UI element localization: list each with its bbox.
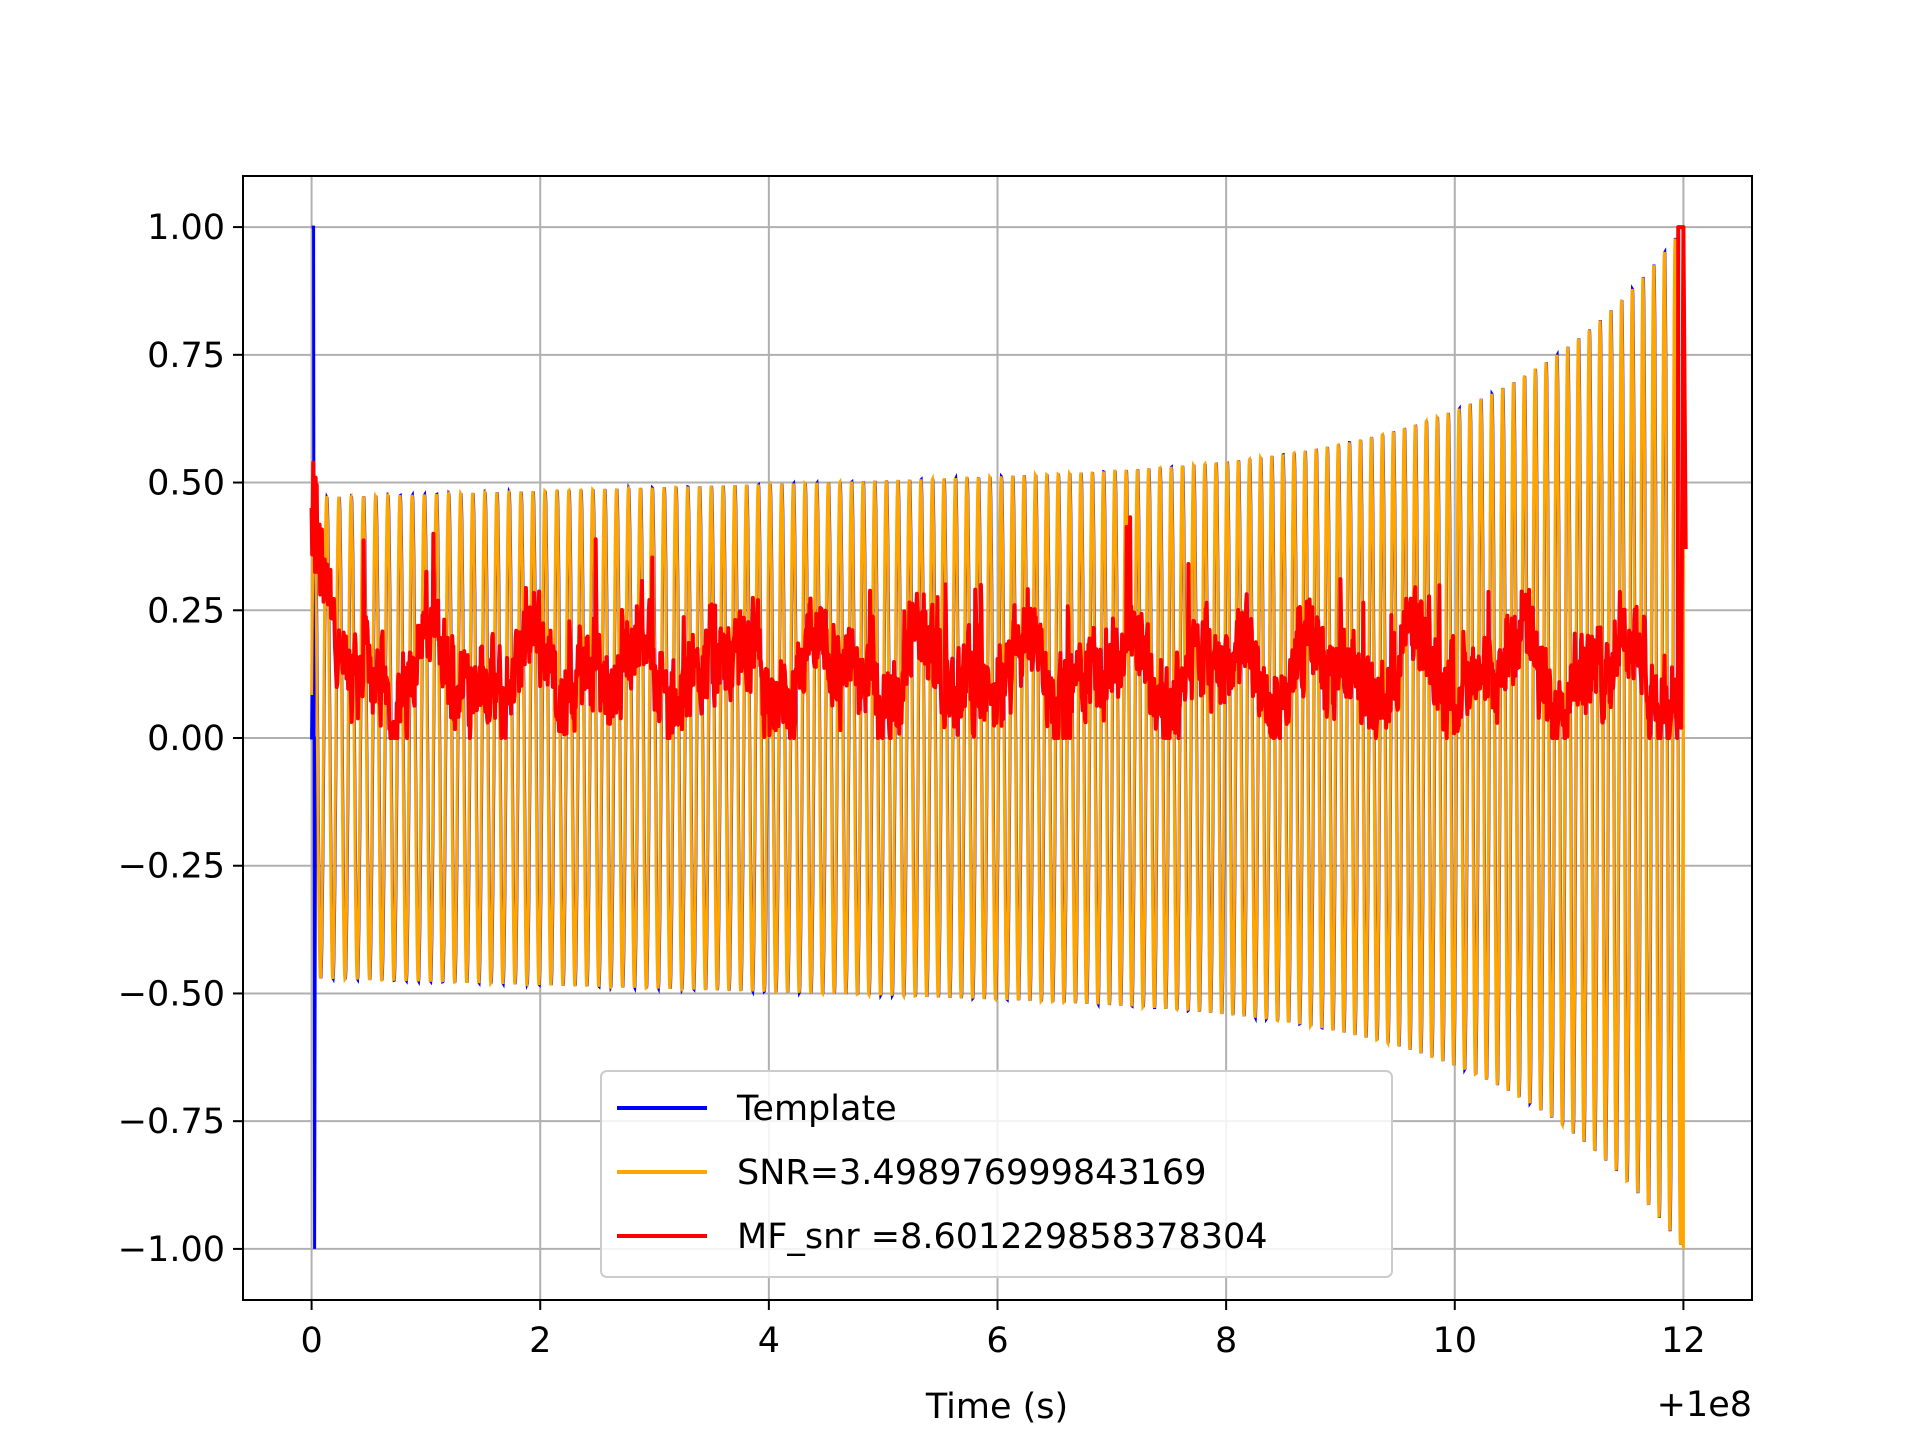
x-tick-label: 12: [1661, 1321, 1706, 1361]
y-tick-label: 0.00: [147, 719, 225, 759]
x-tick-label: 10: [1432, 1321, 1477, 1361]
legend-box: [600, 1070, 1393, 1278]
y-tick-label: −0.50: [118, 974, 225, 1014]
series-layer: [309, 225, 1688, 1249]
x-tick-label: 4: [758, 1321, 780, 1361]
x-tick-label: 0: [300, 1321, 322, 1361]
x-tick-label: 6: [986, 1321, 1008, 1361]
x-tick-label: 2: [529, 1321, 551, 1361]
legend-label-mf-snr: MF_snr =8.601229858378304: [737, 1217, 1268, 1257]
x-axis-offset-label: +1e8: [1657, 1385, 1752, 1425]
series-snr-line: [310, 227, 1685, 1249]
series-mf-snr-line: [309, 225, 1688, 740]
x-axis-label: Time (s): [925, 1387, 1068, 1427]
legend-label-snr: SNR=3.498976999843169: [737, 1153, 1206, 1193]
y-tick-label: −0.25: [118, 847, 225, 887]
y-tick-label: 0.25: [147, 591, 225, 631]
y-tick-label: −0.75: [118, 1102, 225, 1142]
x-axis: 0 2 4 6 8 10 12: [300, 1300, 1706, 1361]
y-tick-label: −1.00: [118, 1230, 225, 1270]
y-tick-label: 1.00: [147, 208, 225, 248]
plot-area: [242, 175, 1753, 1301]
y-tick-label: 0.75: [147, 336, 225, 376]
y-axis: 1.00 0.75 0.50 0.25 0.00 −0.25 −0.50 −0.75 −1.00: [118, 208, 243, 1270]
legend-label-template: Template: [736, 1089, 897, 1129]
y-tick-label: 0.50: [147, 464, 225, 504]
legend: Template SNR=3.498976999843169 MF_snr =8…: [600, 1070, 1393, 1278]
x-tick-label: 8: [1215, 1321, 1237, 1361]
